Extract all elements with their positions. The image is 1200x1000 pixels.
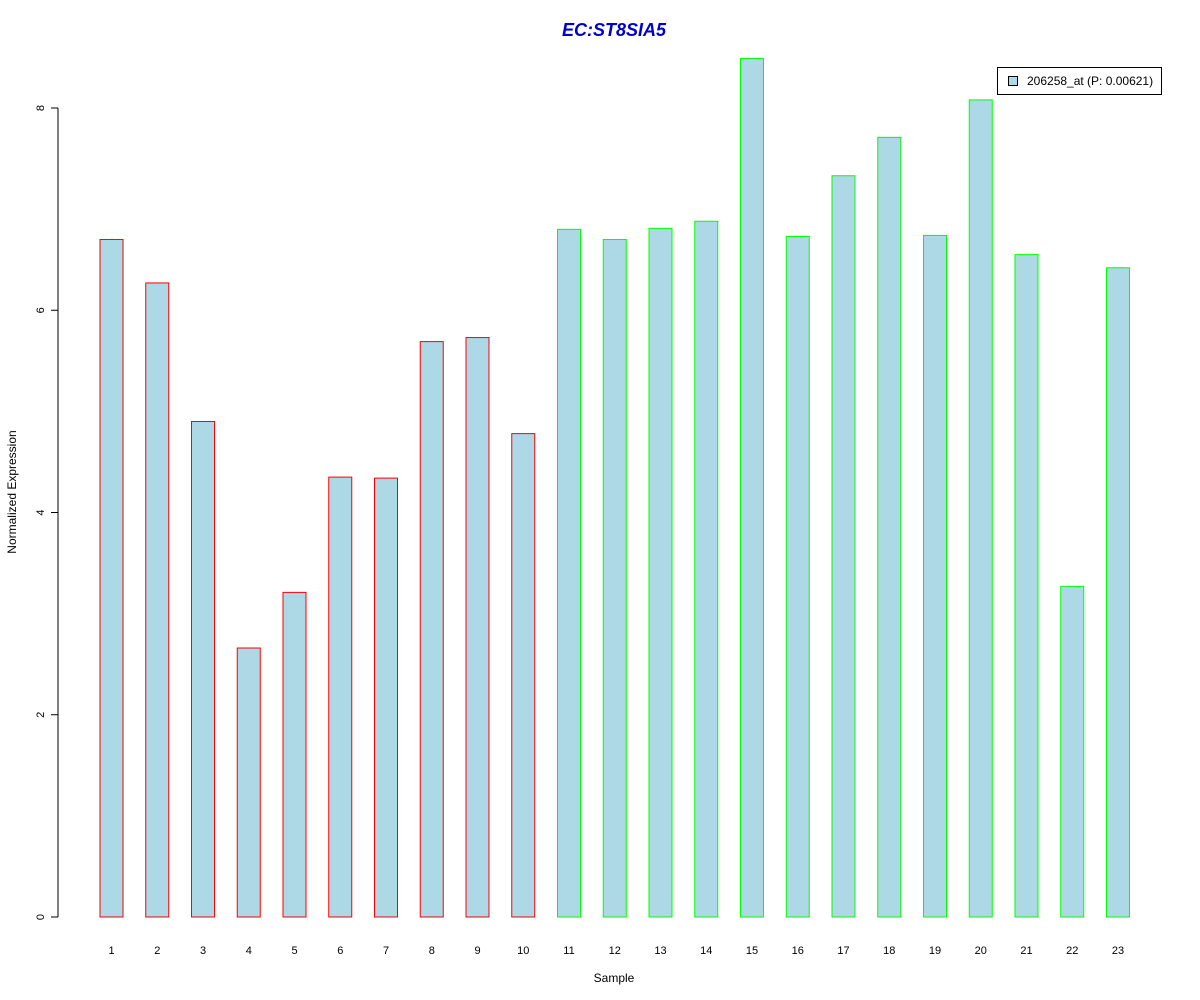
y-tick-label: 6 bbox=[35, 307, 47, 313]
y-tick-label: 2 bbox=[35, 712, 47, 718]
bar bbox=[831, 175, 856, 918]
y-axis-label: Normalized Expression bbox=[5, 430, 19, 554]
bar bbox=[99, 238, 124, 918]
legend: 206258_at (P: 0.00621) bbox=[997, 67, 1162, 95]
x-tick-label: 23 bbox=[1112, 945, 1124, 957]
x-tick-label: 7 bbox=[383, 945, 389, 957]
x-tick-label: 10 bbox=[517, 945, 529, 957]
chart-title: EC:ST8SIA5 bbox=[561, 20, 667, 40]
x-tick-label: 13 bbox=[654, 945, 666, 957]
x-tick-label: 15 bbox=[746, 945, 758, 957]
legend-label: 206258_at (P: 0.00621) bbox=[1027, 74, 1154, 88]
bar bbox=[785, 235, 810, 918]
x-tick-label: 16 bbox=[792, 945, 804, 957]
x-tick-label: 9 bbox=[474, 945, 480, 957]
x-tick-label: 20 bbox=[975, 945, 987, 957]
y-tick-label: 8 bbox=[35, 105, 47, 111]
bar bbox=[374, 477, 398, 918]
x-axis-label: Sample bbox=[593, 971, 635, 985]
y-tick-label: 4 bbox=[35, 509, 47, 515]
bar bbox=[465, 337, 490, 918]
bar bbox=[511, 433, 536, 918]
bar bbox=[1060, 585, 1085, 918]
bar bbox=[328, 476, 353, 918]
y-axis: 0 2 4 6 8 bbox=[35, 105, 59, 920]
bar bbox=[648, 227, 673, 918]
x-tick-label: 3 bbox=[200, 945, 206, 957]
bar bbox=[968, 99, 993, 918]
x-tick-label: 5 bbox=[291, 945, 297, 957]
bar bbox=[419, 341, 444, 918]
x-tick-label: 19 bbox=[929, 945, 941, 957]
x-tick-label: 2 bbox=[154, 945, 160, 957]
y-tick-label: 0 bbox=[35, 914, 47, 920]
bar bbox=[1014, 254, 1039, 918]
x-tick-label: 14 bbox=[700, 945, 712, 957]
bars bbox=[99, 57, 1130, 918]
bar bbox=[740, 57, 764, 918]
bar bbox=[145, 282, 170, 918]
x-tick-label: 11 bbox=[563, 945, 574, 957]
x-tick-label: 21 bbox=[1020, 945, 1032, 957]
bar bbox=[1106, 267, 1130, 918]
x-tick-label: 22 bbox=[1066, 945, 1078, 957]
x-tick-label: 1 bbox=[108, 945, 114, 957]
x-tick-label: 17 bbox=[837, 945, 849, 957]
x-tick-label: 6 bbox=[337, 945, 343, 957]
bar bbox=[236, 647, 261, 918]
x-tick-label: 18 bbox=[883, 945, 895, 957]
bar bbox=[557, 228, 581, 918]
legend-swatch bbox=[1008, 76, 1018, 86]
x-tick-labels: 1 2 3 4 5 6 7 8 9 10 11 12 13 14 15 16 17 18 19 20 21 22 23 bbox=[108, 945, 1124, 957]
bar bbox=[282, 591, 307, 918]
bar bbox=[923, 234, 947, 918]
bar bbox=[602, 238, 627, 918]
x-tick-label: 4 bbox=[246, 945, 252, 957]
bar bbox=[877, 136, 902, 918]
bar bbox=[694, 220, 719, 918]
x-tick-label: 12 bbox=[609, 945, 621, 957]
bar bbox=[191, 420, 215, 918]
x-tick-label: 8 bbox=[429, 945, 435, 957]
